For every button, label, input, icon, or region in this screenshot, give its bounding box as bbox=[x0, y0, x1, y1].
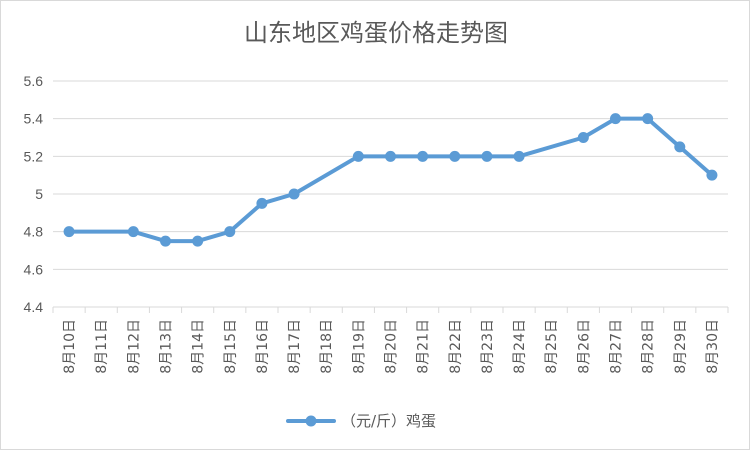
data-point bbox=[288, 188, 300, 200]
y-tick-label: 4.8 bbox=[24, 224, 44, 240]
y-tick-label: 5.4 bbox=[24, 111, 44, 127]
x-tick-label: 8月22日 bbox=[448, 319, 464, 374]
x-tick-label: 8月16日 bbox=[255, 319, 271, 374]
series-line bbox=[67, 116, 714, 244]
chart-title: 山东地区鸡蛋价格走势图 bbox=[244, 19, 508, 47]
x-tick-label: 8月28日 bbox=[641, 319, 657, 374]
x-tick-label: 8月11日 bbox=[94, 319, 110, 374]
y-tick-label: 4.4 bbox=[24, 299, 44, 315]
x-tick-label: 8月24日 bbox=[512, 319, 528, 374]
data-point bbox=[63, 226, 75, 238]
data-point bbox=[417, 150, 429, 162]
x-tick-label: 8月26日 bbox=[576, 319, 592, 374]
x-tick-label: 8月27日 bbox=[609, 319, 625, 374]
y-tick-label: 5.2 bbox=[24, 148, 44, 164]
data-point bbox=[160, 235, 171, 247]
x-tick-label: 8月12日 bbox=[126, 319, 142, 374]
x-tick-label: 8月30日 bbox=[705, 319, 721, 374]
x-tick-label: 8月10日 bbox=[62, 319, 78, 374]
data-point bbox=[385, 150, 396, 162]
x-tick-label: 8月19日 bbox=[351, 319, 367, 374]
x-tick-label: 8月29日 bbox=[673, 319, 689, 374]
x-tick-label: 8月18日 bbox=[319, 319, 335, 374]
data-point bbox=[256, 197, 268, 209]
x-tick-label: 8月13日 bbox=[159, 319, 175, 374]
x-tick-label: 8月23日 bbox=[480, 319, 496, 374]
data-point bbox=[352, 150, 364, 162]
data-point bbox=[674, 141, 686, 153]
y-tick-label: 4.6 bbox=[24, 261, 44, 277]
data-point bbox=[192, 235, 204, 247]
data-point bbox=[577, 132, 589, 143]
y-tick-label: 5 bbox=[35, 186, 43, 202]
legend-label: （元/斤）鸡蛋 bbox=[341, 412, 436, 430]
x-tick-label: 8月14日 bbox=[191, 319, 207, 374]
data-point bbox=[513, 150, 525, 162]
data-point bbox=[706, 169, 718, 181]
x-tick-label: 8月15日 bbox=[223, 319, 239, 374]
x-tick-label: 8月17日 bbox=[287, 319, 303, 374]
data-point bbox=[127, 226, 139, 238]
data-point bbox=[224, 226, 236, 238]
legend-marker bbox=[305, 415, 317, 427]
x-tick-label: 8月21日 bbox=[416, 319, 432, 374]
x-tick-label: 8月25日 bbox=[544, 319, 560, 374]
data-point bbox=[610, 113, 621, 125]
data-point bbox=[481, 150, 493, 162]
data-point bbox=[642, 113, 654, 125]
x-tick-label: 8月20日 bbox=[384, 319, 400, 374]
y-tick-label: 5.6 bbox=[24, 73, 44, 89]
data-point bbox=[449, 150, 461, 162]
